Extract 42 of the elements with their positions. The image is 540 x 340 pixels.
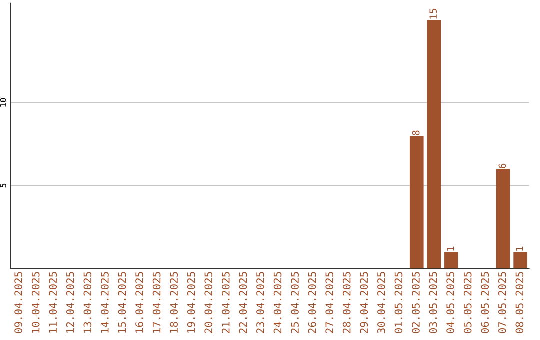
- y-tick-label: 10: [0, 98, 6, 107]
- x-tick-label: 15.04.2025: [118, 272, 126, 333]
- bar: [427, 20, 442, 269]
- x-tick-label: 13.04.2025: [84, 272, 92, 333]
- x-tick-label: 18.04.2025: [170, 272, 178, 333]
- x-tick-label: 27.04.2025: [326, 272, 334, 334]
- bar: [410, 136, 424, 269]
- data-label: 8: [412, 130, 420, 136]
- x-tick-label: 06.05.2025: [481, 272, 490, 334]
- x-tick-label: 30.04.2025: [377, 272, 386, 334]
- x-tick-label: 02.05.2025: [412, 272, 420, 334]
- x-tick-label: 07.05.2025: [498, 272, 506, 334]
- x-tick-label: 20.04.2025: [204, 272, 213, 334]
- x-tick-label: 04.05.2025: [446, 272, 454, 334]
- x-tick-label: 03.05.2025: [429, 272, 438, 334]
- x-tick-label: 08.05.2025: [516, 272, 524, 334]
- x-tick-label: 12.04.2025: [66, 272, 74, 333]
- x-tick-label: 23.04.2025: [256, 272, 264, 334]
- x-tick-label: 21.04.2025: [222, 272, 230, 334]
- bar: [496, 169, 510, 269]
- x-tick-label: 22.04.2025: [239, 272, 248, 334]
- x-tick-label: 17.04.2025: [152, 272, 161, 333]
- data-label: 1: [516, 246, 524, 251]
- x-tick-label: 24.04.2025: [274, 272, 282, 334]
- data-label: 1: [447, 246, 454, 251]
- x-tick-label: 09.04.2025: [14, 272, 22, 334]
- data-label: 6: [498, 164, 506, 169]
- x-tick-label: 10.04.2025: [32, 272, 40, 333]
- x-tick-label: 28.04.2025: [342, 272, 351, 334]
- bar: [514, 252, 528, 269]
- x-tick-label: 16.04.2025: [136, 272, 144, 333]
- x-tick-label: 19.04.2025: [187, 272, 196, 333]
- x-tick-label: 11.04.2025: [49, 272, 58, 333]
- data-label: 15: [430, 9, 438, 19]
- x-tick-label: 14.04.2025: [101, 272, 109, 333]
- y-tick-label: 5: [0, 184, 6, 188]
- x-tick-label: 29.04.2025: [360, 272, 368, 334]
- x-tick-label: 26.04.2025: [308, 272, 316, 334]
- x-tick-label: 05.05.2025: [464, 272, 472, 334]
- bar: [444, 252, 458, 269]
- x-tick-label: 25.04.2025: [291, 272, 299, 334]
- x-tick-label: 01.05.2025: [394, 272, 403, 334]
